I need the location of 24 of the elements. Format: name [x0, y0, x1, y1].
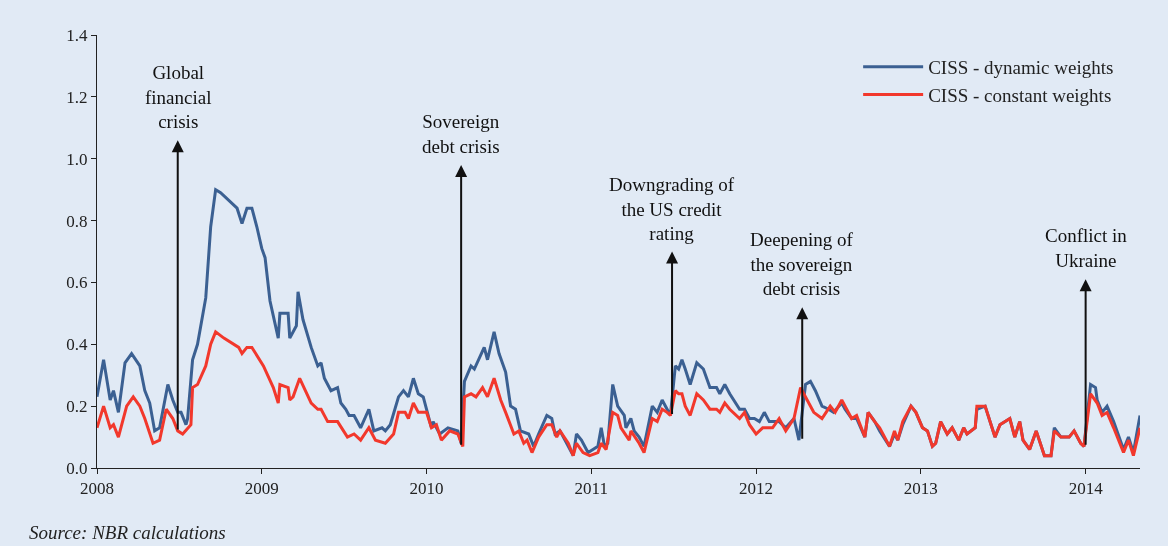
y-tick-label: 0.4 — [66, 335, 89, 355]
annotation: Downgrading of the US credit rating — [609, 174, 735, 245]
x-tick-label: 2010 — [409, 479, 444, 499]
y-tick-label: 1.2 — [66, 87, 88, 107]
annotation: Conflict in Ukraine — [1045, 225, 1128, 271]
x-tick-label: 2012 — [739, 479, 774, 499]
y-tick-label: 1.4 — [66, 25, 89, 45]
y-tick-label: 0.0 — [66, 458, 88, 478]
y-tick-label: 0.2 — [66, 397, 88, 417]
x-tick-label: 2011 — [574, 479, 608, 499]
y-tick-label: 1.0 — [66, 149, 88, 169]
x-tick-label: 2008 — [80, 479, 114, 499]
x-tick-label: 2014 — [1068, 479, 1104, 499]
source-note: Source: NBR calculations — [29, 522, 226, 543]
x-tick-label: 2013 — [903, 479, 938, 499]
annotation: Sovereign debt crisis — [422, 111, 500, 157]
annotation: Global financial crisis — [145, 62, 212, 133]
legend-label: CISS - constant weights — [928, 84, 1112, 106]
line-series — [97, 330, 1140, 458]
legend-label: CISS - dynamic weights — [928, 57, 1114, 79]
annotation: Deepening of the sovereign debt crisis — [750, 229, 854, 300]
y-tick-label: 0.6 — [66, 273, 88, 293]
x-tick-label: 2009 — [244, 479, 279, 499]
y-tick-label: 0.8 — [66, 211, 88, 231]
